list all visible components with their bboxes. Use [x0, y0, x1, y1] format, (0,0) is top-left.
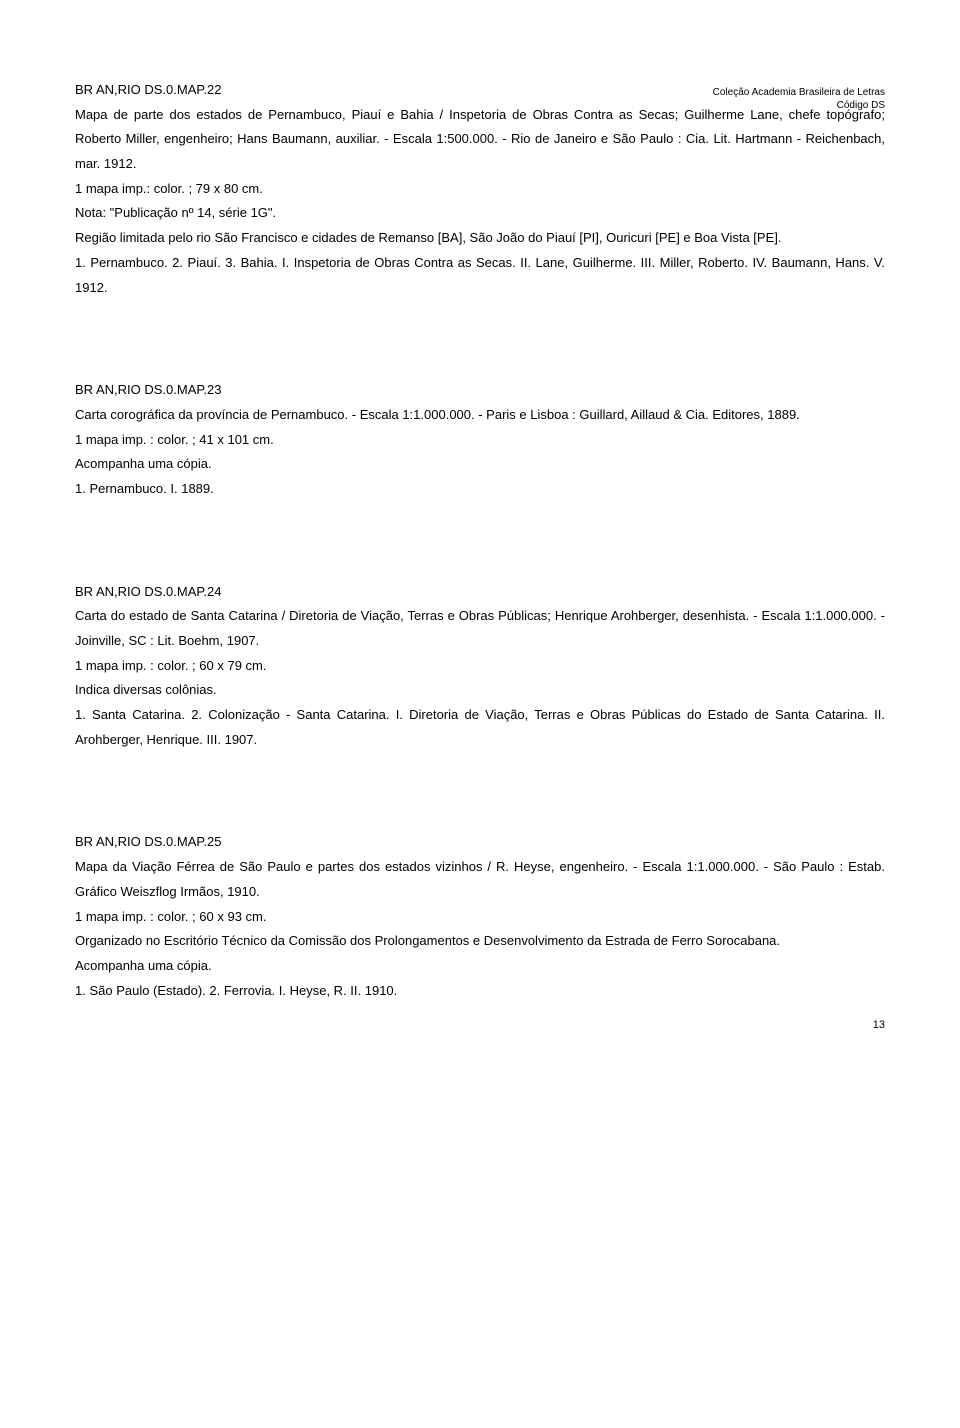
collection-code: Código DS — [713, 99, 885, 112]
entry-line: 1 mapa imp.: color. ; 79 x 80 cm. — [75, 177, 885, 202]
entry-line: Região limitada pelo rio São Francisco e… — [75, 226, 885, 251]
catalog-entry: BR AN,RIO DS.0.MAP.23 Carta corográfica … — [75, 378, 885, 501]
entry-line: 1 mapa imp. : color. ; 41 x 101 cm. — [75, 428, 885, 453]
document-page: Coleção Academia Brasileira de Letras Có… — [0, 78, 960, 1043]
page-number: 13 — [873, 1019, 885, 1031]
entry-line: Mapa de parte dos estados de Pernambuco,… — [75, 103, 885, 177]
entry-reference: BR AN,RIO DS.0.MAP.24 — [75, 580, 885, 605]
collection-name: Coleção Academia Brasileira de Letras — [713, 86, 885, 99]
entry-line: 1. Santa Catarina. 2. Colonização - Sant… — [75, 703, 885, 752]
entry-line: 1. São Paulo (Estado). 2. Ferrovia. I. H… — [75, 979, 885, 1004]
entry-reference: BR AN,RIO DS.0.MAP.25 — [75, 830, 885, 855]
entry-line: 1. Pernambuco. I. 1889. — [75, 477, 885, 502]
entry-reference: BR AN,RIO DS.0.MAP.23 — [75, 378, 885, 403]
entry-line: Mapa da Viação Férrea de São Paulo e par… — [75, 855, 885, 904]
entry-line: Organizado no Escritório Técnico da Comi… — [75, 929, 885, 954]
entry-line: Carta do estado de Santa Catarina / Dire… — [75, 604, 885, 653]
catalog-entry: BR AN,RIO DS.0.MAP.25 Mapa da Viação Fér… — [75, 830, 885, 1003]
entry-line: Acompanha uma cópia. — [75, 452, 885, 477]
collection-header: Coleção Academia Brasileira de Letras Có… — [713, 86, 885, 112]
entry-line: 1. Pernambuco. 2. Piauí. 3. Bahia. I. In… — [75, 251, 885, 300]
entry-line: 1 mapa imp. : color. ; 60 x 93 cm. — [75, 905, 885, 930]
entry-line: 1 mapa imp. : color. ; 60 x 79 cm. — [75, 654, 885, 679]
entry-line: Indica diversas colônias. — [75, 678, 885, 703]
entry-line: Nota: "Publicação nº 14, série 1G". — [75, 201, 885, 226]
entry-line: Carta corográfica da província de Pernam… — [75, 403, 885, 428]
catalog-entry: BR AN,RIO DS.0.MAP.24 Carta do estado de… — [75, 580, 885, 753]
entry-line: Acompanha uma cópia. — [75, 954, 885, 979]
